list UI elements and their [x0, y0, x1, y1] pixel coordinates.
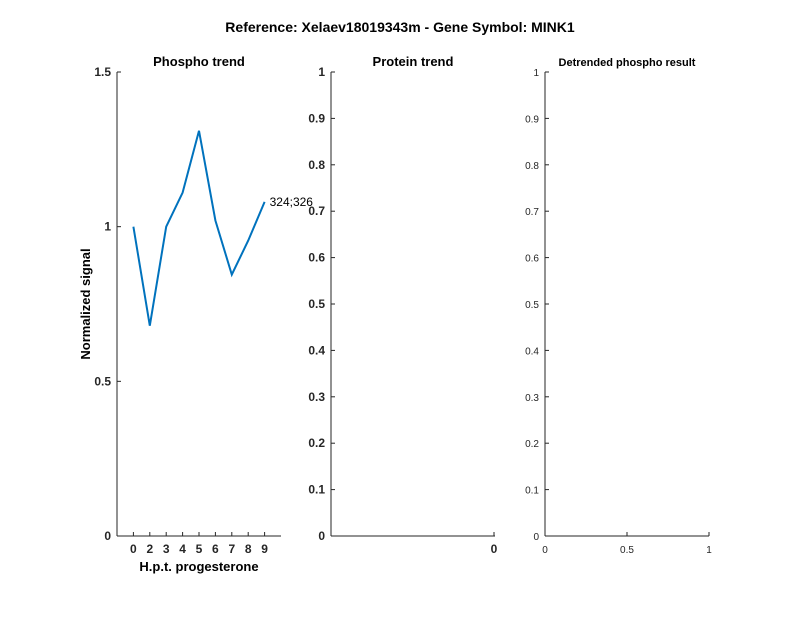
- y-tick-label: 0.5: [308, 297, 325, 311]
- x-tick-label: 0.5: [620, 545, 634, 556]
- x-tick-label: 8: [245, 542, 252, 556]
- y-tick-label: 0.3: [308, 390, 325, 404]
- protein-trend-title: Protein trend: [373, 54, 454, 69]
- phospho-series-label: 324;326: [270, 195, 314, 209]
- y-tick-label: 0.1: [308, 483, 325, 497]
- phospho-y-label: Normalized signal: [78, 248, 93, 359]
- y-tick-label: 0.4: [525, 346, 539, 357]
- y-tick-label: 0.8: [525, 161, 539, 172]
- y-tick-label: 0.4: [308, 343, 325, 357]
- y-tick-label: 0.1: [525, 486, 539, 497]
- x-tick-label: 6: [212, 542, 219, 556]
- y-tick-label: 1: [104, 220, 111, 234]
- y-tick-label: 0.9: [308, 111, 325, 125]
- x-tick-label: 1: [706, 545, 712, 556]
- phospho-trend-title: Phospho trend: [153, 54, 245, 69]
- y-tick-label: 0: [533, 532, 539, 543]
- x-tick-label: 2: [146, 542, 153, 556]
- y-tick-label: 0.7: [525, 207, 539, 218]
- detrended-phospho-title: Detrended phospho result: [559, 57, 696, 69]
- x-tick-label: 4: [179, 542, 186, 556]
- phospho-x-label: H.p.t. progesterone: [139, 559, 258, 574]
- y-tick-label: 0.6: [525, 254, 539, 265]
- y-tick-label: 0.5: [525, 300, 539, 311]
- x-tick-label: 3: [163, 542, 170, 556]
- detrended-phospho-panel: Detrended phospho result 0 0.1 0.2 0.3 0.4 0.…: [525, 57, 712, 556]
- protein-x-ticks: 0: [491, 532, 498, 556]
- x-tick-label: 5: [196, 542, 203, 556]
- figure-title: Reference: Xelaev18019343m - Gene Symbol…: [225, 19, 575, 35]
- phospho-series-line: [132, 130, 266, 326]
- y-tick-label: 1: [318, 65, 325, 79]
- y-tick-label: 0.3: [525, 393, 539, 404]
- x-tick-label: 0: [491, 542, 498, 556]
- x-tick-label: 0: [130, 542, 137, 556]
- y-tick-label: 0.9: [525, 114, 539, 125]
- x-tick-label: 0: [542, 545, 548, 556]
- detrended-y-ticks: 0 0.1 0.2 0.3 0.4 0.5 0.6 0.7 0.8 0.9 1: [525, 68, 549, 543]
- x-tick-label: 9: [261, 542, 268, 556]
- y-tick-label: 0.2: [525, 439, 539, 450]
- y-tick-label: 0: [104, 529, 111, 543]
- y-tick-label: 0.7: [308, 204, 325, 218]
- y-tick-label: 0.5: [94, 374, 111, 388]
- y-tick-label: 0.8: [308, 158, 325, 172]
- y-tick-label: 0: [318, 529, 325, 543]
- y-tick-label: 1.5: [94, 65, 111, 79]
- y-tick-label: 0.6: [308, 251, 325, 265]
- y-tick-label: 1: [533, 68, 539, 79]
- protein-trend-panel: Protein trend 0 0.1 0.2 0.3 0.4 0.5 0.6 0.7 0.8 0…: [308, 54, 497, 556]
- phospho-y-ticks: 0 0.5 1 1.5: [94, 65, 121, 543]
- x-tick-label: 7: [228, 542, 235, 556]
- y-tick-label: 0.2: [308, 436, 325, 450]
